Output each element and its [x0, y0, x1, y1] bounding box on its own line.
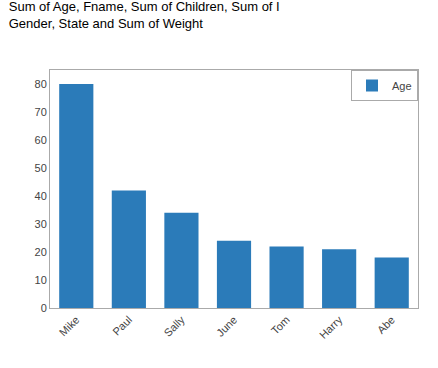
svg-text:30: 30 — [35, 218, 47, 230]
svg-text:70: 70 — [35, 106, 47, 118]
svg-text:Tom: Tom — [269, 314, 292, 337]
svg-text:80: 80 — [35, 78, 47, 90]
svg-text:Sum of Age, Fname, Sum of Chil: Sum of Age, Fname, Sum of Children, Sum … — [9, 0, 280, 31]
svg-text:50: 50 — [35, 162, 47, 174]
svg-text:Sally: Sally — [161, 313, 187, 339]
svg-text:Age: Age — [392, 80, 412, 92]
svg-text:Abe: Abe — [375, 314, 397, 336]
svg-text:40: 40 — [35, 190, 47, 202]
svg-text:0: 0 — [41, 302, 47, 314]
svg-text:Mike: Mike — [57, 314, 82, 339]
svg-text:60: 60 — [35, 134, 47, 146]
svg-text:June: June — [214, 314, 239, 339]
svg-text:Harry: Harry — [317, 313, 345, 341]
svg-text:10: 10 — [35, 274, 47, 286]
svg-text:Paul: Paul — [110, 314, 134, 338]
svg-text:20: 20 — [35, 246, 47, 258]
